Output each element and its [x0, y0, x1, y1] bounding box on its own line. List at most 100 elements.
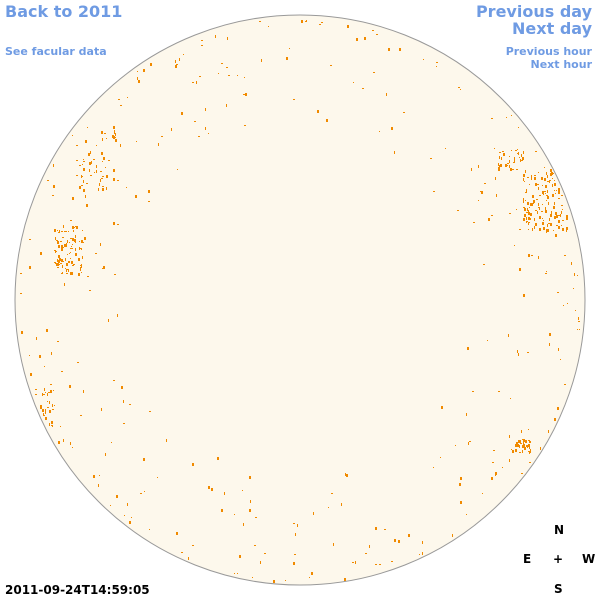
next-hour-link[interactable]: Next hour: [530, 58, 593, 71]
facula: [66, 231, 67, 232]
facula: [75, 248, 76, 251]
facula: [102, 161, 103, 162]
facula: [527, 177, 528, 178]
facula: [249, 509, 251, 512]
facula: [61, 371, 63, 372]
facula: [330, 65, 332, 66]
facula: [66, 273, 68, 274]
facula: [574, 273, 575, 276]
facula: [567, 303, 568, 304]
facula: [538, 256, 539, 259]
facula: [44, 366, 45, 367]
facula: [91, 161, 92, 164]
facula: [73, 264, 75, 265]
facula: [72, 447, 73, 448]
facula: [93, 159, 95, 160]
facula: [63, 247, 64, 248]
facula: [372, 30, 374, 31]
facula: [555, 193, 556, 194]
facula: [522, 445, 523, 448]
facula: [57, 230, 58, 231]
facula: [534, 219, 535, 220]
facula: [205, 127, 206, 130]
facula: [98, 188, 99, 191]
facula: [499, 152, 501, 153]
facula: [530, 218, 531, 219]
facula: [554, 418, 556, 421]
facula: [234, 573, 235, 574]
facula: [538, 187, 539, 190]
facula: [106, 138, 107, 139]
facula: [76, 226, 78, 229]
facula: [64, 244, 66, 247]
facula: [510, 168, 512, 171]
facula: [495, 472, 497, 475]
facula: [365, 553, 367, 554]
facula: [534, 177, 536, 180]
facula: [554, 218, 556, 219]
facula: [528, 222, 529, 225]
facula: [509, 160, 510, 163]
previous-hour-link[interactable]: Previous hour: [505, 45, 592, 58]
facula: [331, 493, 333, 494]
facula: [289, 48, 290, 49]
facula: [80, 248, 82, 249]
compass-east: E: [523, 552, 532, 566]
facula: [217, 457, 219, 460]
facula: [89, 162, 91, 165]
facula: [115, 139, 117, 142]
facula: [90, 175, 92, 176]
next-day-link[interactable]: Next day: [512, 19, 592, 38]
facula: [71, 261, 73, 264]
facula: [72, 265, 74, 266]
facula: [575, 310, 576, 311]
facula: [84, 237, 86, 240]
facula: [460, 477, 462, 480]
facula: [54, 405, 55, 406]
facula: [123, 400, 124, 403]
facula: [54, 229, 56, 232]
facula: [243, 523, 244, 526]
facula: [466, 413, 467, 416]
facula: [100, 243, 101, 246]
facula: [558, 226, 560, 229]
facula: [549, 180, 550, 183]
facula: [144, 491, 145, 492]
facula: [71, 246, 72, 247]
facula: [42, 393, 43, 396]
facula: [108, 160, 110, 161]
facula: [76, 145, 78, 146]
facular-link[interactable]: See facular data: [5, 45, 107, 58]
facula: [83, 161, 85, 162]
facula: [527, 445, 528, 448]
facula: [72, 197, 74, 200]
facula: [478, 165, 479, 168]
facula: [548, 223, 550, 224]
facula: [60, 426, 61, 427]
facula: [436, 66, 437, 67]
facula: [55, 250, 56, 253]
facula: [561, 195, 563, 196]
facula: [529, 441, 531, 442]
facula: [192, 463, 194, 466]
facula: [226, 67, 228, 68]
facula: [102, 176, 104, 177]
facula: [65, 268, 66, 269]
facula: [528, 224, 529, 225]
facula: [553, 230, 554, 231]
facula: [523, 207, 525, 208]
facula: [140, 493, 142, 494]
facula: [44, 388, 45, 391]
facula: [558, 189, 560, 192]
facula: [242, 490, 243, 491]
facula: [295, 533, 296, 536]
facula: [148, 190, 150, 193]
facula: [102, 186, 104, 187]
facula: [498, 163, 499, 166]
back-link[interactable]: Back to 2011: [5, 2, 123, 21]
previous-day-link[interactable]: Previous day: [475, 2, 592, 21]
facula: [558, 191, 560, 194]
facula: [60, 241, 62, 242]
facula: [105, 167, 106, 168]
